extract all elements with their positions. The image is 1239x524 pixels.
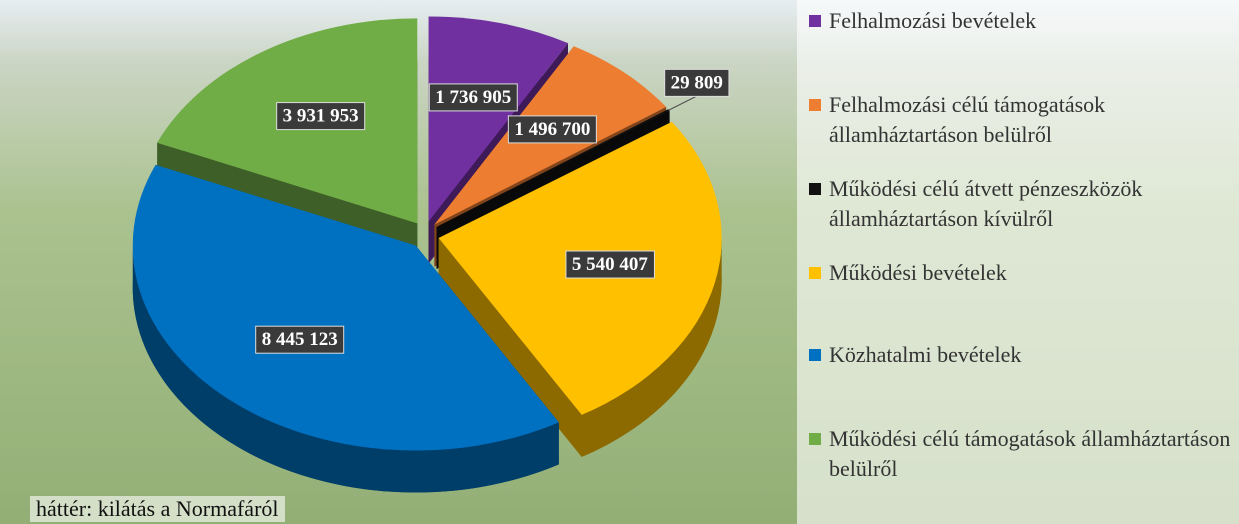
pie-slice xyxy=(428,16,569,222)
value-label-box xyxy=(507,115,597,144)
legend-label: Felhalmozási célú támogatások államházta… xyxy=(829,92,1106,147)
legend-label: Közhatalmi bevételek xyxy=(829,342,1022,367)
value-label-box xyxy=(664,68,730,97)
legend-swatch xyxy=(809,15,821,27)
slice-wall xyxy=(438,238,582,457)
legend-swatch xyxy=(809,433,821,445)
slice-side xyxy=(581,238,722,457)
legend-swatch xyxy=(809,267,821,279)
legend-label: Működési bevételek xyxy=(829,260,1007,285)
slice-side xyxy=(132,245,559,493)
value-label: 8 445 123 xyxy=(262,329,338,350)
pie-slice xyxy=(132,164,559,451)
legend-item: Közhatalmi bevételek xyxy=(809,340,1239,370)
legend-swatch xyxy=(809,99,821,111)
value-label-box xyxy=(276,102,366,131)
legend-label: Működési célú támogatások államháztartás… xyxy=(829,426,1231,481)
legend-label: Működési célú átvett pénzeszközök államh… xyxy=(829,176,1143,231)
value-label-box xyxy=(565,250,655,279)
legend-item: Felhalmozási célú támogatások államházta… xyxy=(809,90,1239,150)
value-label: 1 736 905 xyxy=(435,87,511,108)
value-label: 29 809 xyxy=(671,72,723,93)
legend-item: Felhalmozási bevételek xyxy=(809,6,1239,36)
legend-swatch xyxy=(809,349,821,361)
leader-line xyxy=(668,95,698,111)
legend-item: Működési célú átvett pénzeszközök államh… xyxy=(809,174,1239,234)
legend-label: Felhalmozási bevételek xyxy=(829,8,1037,33)
value-label: 1 496 700 xyxy=(514,119,590,140)
footnote: háttér: kilátás a Normafáról xyxy=(30,496,285,522)
legend-item: Működési bevételek xyxy=(809,258,1239,288)
legend: Felhalmozási bevételek Felhalmozási célú … xyxy=(797,0,1239,524)
value-label-box xyxy=(255,325,345,354)
value-label: 5 540 407 xyxy=(572,254,649,275)
pie-slice xyxy=(436,109,670,228)
legend-swatch xyxy=(809,183,821,195)
legend-item: Működési célú támogatások államháztartás… xyxy=(809,424,1239,484)
value-label: 3 931 953 xyxy=(283,106,359,127)
value-label-box xyxy=(428,83,518,112)
